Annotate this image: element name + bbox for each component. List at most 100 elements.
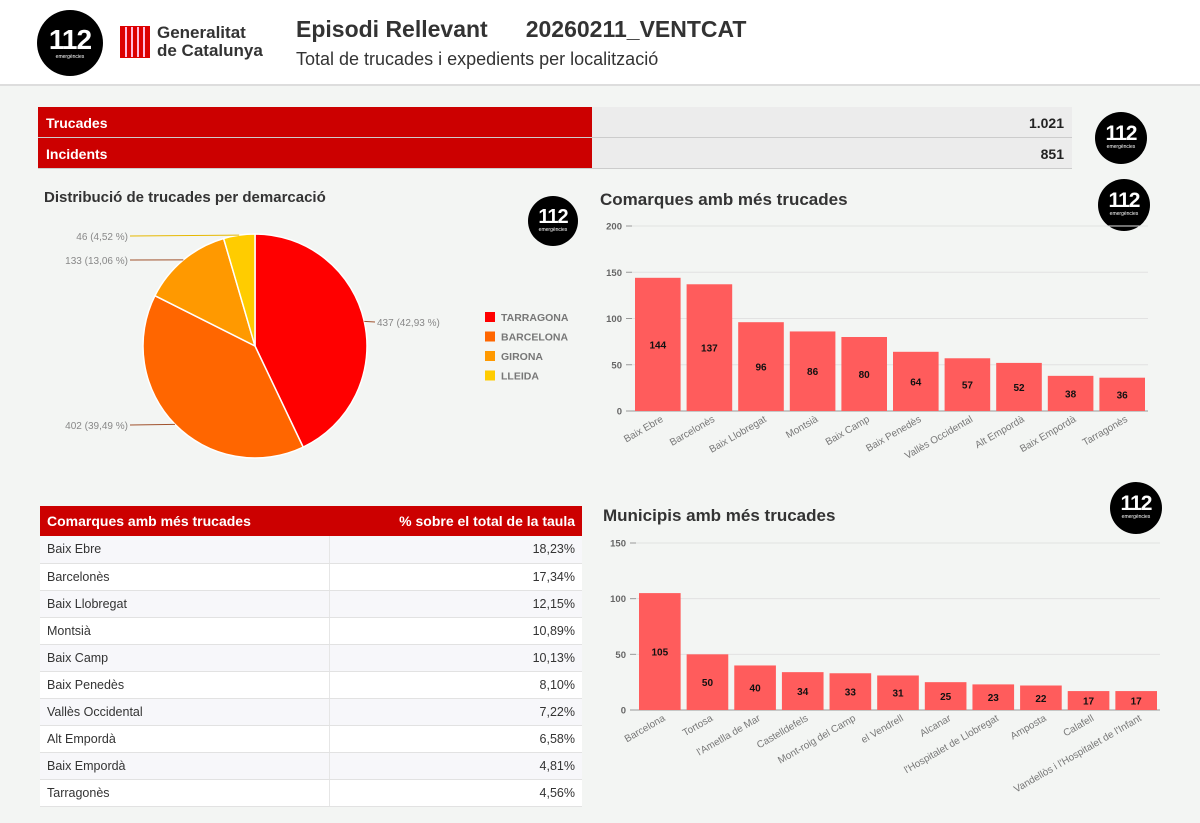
bar-value-label: 64: [910, 377, 922, 388]
table-row: Baix Empordà 4,81%: [40, 752, 582, 780]
bar-value-label: 86: [807, 367, 819, 378]
y-tick-label: 150: [610, 539, 626, 550]
comarca-cell: Baix Llobregat: [40, 590, 331, 618]
leader-line: [129, 234, 240, 237]
pie-chart: 437 (42,93 %) TARRAGONA 402 (39,49 %) BARCE…: [65, 232, 569, 459]
comarca-cell: Montsià: [40, 617, 331, 645]
legend-label: GIRONA: [501, 351, 543, 363]
bar: [639, 593, 681, 710]
bar: [829, 673, 872, 710]
x-category-label: Tarragonès: [1081, 414, 1130, 449]
bar-value-label: 22: [1035, 694, 1047, 705]
percent-cell: 4,56%: [329, 779, 582, 807]
bar: [789, 331, 836, 411]
bar: [686, 654, 729, 710]
x-category-label: Amposta: [1009, 713, 1049, 742]
header: 112 emergències Generalitat de Catalunya E…: [0, 0, 1200, 86]
x-category-label: Montsià: [784, 414, 820, 441]
bar-value-label: 57: [962, 381, 974, 392]
bar: [1067, 691, 1110, 710]
comarca-cell: Alt Empordà: [40, 725, 331, 753]
x-category-label: Baix Camp: [824, 414, 872, 448]
pie-title: Distribució de trucades per demarcació: [44, 189, 326, 206]
column-header: Comarques amb més trucades: [40, 506, 330, 536]
bar-value-label: 137: [701, 344, 718, 355]
y-tick-label: 0: [617, 407, 622, 418]
table-row: Baix Camp 10,13%: [40, 644, 582, 672]
bar: [877, 675, 919, 710]
bar: [924, 682, 967, 710]
leader-line: [129, 423, 175, 426]
bar-value-label: 96: [755, 363, 767, 374]
bar: [738, 322, 784, 411]
summary-row-trucades: Trucades 1.021: [38, 107, 1072, 138]
legend-label: BARCELONA: [501, 332, 568, 344]
comarca-cell: Vallès Occidental: [40, 698, 331, 726]
bar-value-label: 50: [702, 678, 714, 689]
bar: [893, 351, 939, 411]
bar-value-label: 34: [797, 687, 809, 698]
episode-id: 20260211_VENTCAT: [525, 16, 747, 42]
x-category-label: Baix Empordà: [1018, 414, 1078, 455]
comarca-cell: Tarragonès: [40, 779, 331, 807]
bar-value-label: 40: [750, 684, 762, 695]
x-category-label: Barcelonès: [668, 414, 717, 449]
slice-label: 133 (13,06 %): [65, 256, 128, 267]
percent-cell: 6,58%: [329, 725, 582, 753]
comarca-cell: Barcelonès: [40, 563, 331, 591]
table-row: Tarragonès 4,56%: [40, 779, 582, 807]
x-category-label: el Vendrell: [860, 713, 906, 746]
y-tick-label: 50: [611, 360, 622, 371]
x-category-label: Alcanar: [918, 713, 953, 740]
bar: [734, 665, 776, 710]
bar-value-label: 38: [1065, 389, 1077, 400]
bar-value-label: 23: [988, 693, 1000, 704]
bar-value-label: 36: [1117, 390, 1129, 401]
y-tick-label: 150: [606, 268, 622, 279]
slice-label: 437 (42,93 %): [377, 318, 440, 329]
summary-table: Trucades 1.021 Incidents 851: [38, 107, 1072, 169]
bar-chart-municipis: 050100150105Barcelona50Tortosa40l'Ametll…: [610, 539, 1160, 795]
y-tick-label: 0: [621, 706, 626, 717]
table-row: Alt Empordà 6,58%: [40, 725, 582, 753]
bar: [1115, 691, 1157, 710]
table-row: Baix Ebre 18,23%: [40, 536, 582, 564]
percent-cell: 7,22%: [329, 698, 582, 726]
table-row: Montsià 10,89%: [40, 617, 582, 645]
x-category-label: Mont-roig del Camp: [776, 713, 858, 767]
percent-cell: 17,34%: [329, 563, 582, 591]
y-tick-label: 100: [606, 314, 622, 325]
percent-cell: 10,13%: [329, 644, 582, 672]
y-tick-label: 100: [610, 594, 626, 605]
bar-chart-municipis-title: Municipis amb més trucades: [603, 506, 836, 525]
x-category-label: Baix Llobregat: [708, 414, 769, 456]
bar-value-label: 105: [651, 648, 668, 659]
summary-row-incidents: Incidents 851: [38, 138, 1072, 169]
logo-112: 112 emergències: [1110, 482, 1162, 534]
percent-cell: 10,89%: [329, 617, 582, 645]
x-category-label: Baix Ebre: [622, 414, 665, 445]
bar: [996, 362, 1042, 411]
bar-value-label: 52: [1013, 383, 1025, 394]
logo-112: 112 emergències: [1095, 112, 1147, 164]
comarca-cell: Baix Ebre: [40, 536, 331, 564]
slice-label: 46 (4,52 %): [76, 232, 128, 243]
table-row: Vallès Occidental 7,22%: [40, 698, 582, 726]
y-tick-label: 50: [615, 650, 626, 661]
bar: [781, 672, 824, 710]
percent-cell: 12,15%: [329, 590, 582, 618]
bar-value-label: 17: [1083, 697, 1095, 708]
logo-112: 112 emergències: [528, 196, 578, 246]
x-category-label: Calafell: [1062, 713, 1096, 739]
bar: [635, 277, 681, 411]
x-category-label: Barcelona: [623, 713, 668, 745]
legend-label: TARRAGONA: [501, 312, 569, 324]
legend-label: LLEIDA: [501, 371, 539, 383]
bar-value-label: 31: [892, 689, 904, 700]
bar: [841, 337, 887, 411]
percent-cell: 4,81%: [329, 752, 582, 780]
pie-slice: [254, 233, 368, 449]
percent-cell: 8,10%: [329, 671, 582, 699]
column-header: % sobre el total de la taula: [329, 506, 582, 536]
pie-slice: [222, 233, 256, 347]
